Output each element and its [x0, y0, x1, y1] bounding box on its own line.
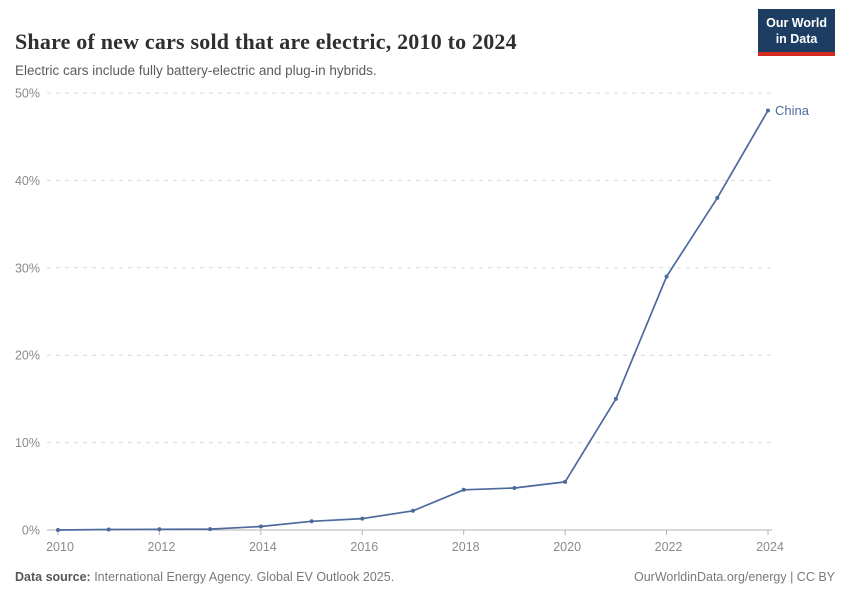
data-point-2020: [563, 479, 568, 484]
x-axis-label: 2010: [46, 540, 74, 554]
x-axis-label: 2014: [249, 540, 277, 554]
page-title: Share of new cars sold that are electric…: [15, 28, 517, 54]
chart-canvas: 0% 10% 20% 30% 40% 50% 2010 2012 2014 2016 2018 202…: [15, 87, 810, 555]
data-point-2012: [157, 527, 162, 532]
data-point-2015: [309, 519, 314, 524]
owid-credit-link[interactable]: OurWorldinData.org/energy | CC BY: [633, 570, 835, 584]
data-point-2021: [613, 396, 618, 401]
y-axis-label: 10%: [15, 436, 40, 450]
series-line-china: [57, 109, 769, 531]
y-axis-label: 50%: [15, 87, 40, 101]
series-end-label: China: [775, 103, 810, 118]
data-point-2010: [56, 528, 60, 532]
page-subtitle: Electric cars include fully battery-elec…: [15, 62, 377, 78]
owid-logo[interactable]: Our World in Data: [758, 9, 835, 56]
y-axis-label: 0%: [22, 524, 40, 538]
data-point-2022: [664, 274, 669, 279]
data-point-2023: [715, 195, 720, 200]
x-axis-label: 2016: [350, 540, 378, 554]
y-axis-label: 20%: [15, 349, 40, 363]
owid-logo-line2: in Data: [775, 32, 818, 47]
data-source-text: International Energy Agency. Global EV O…: [90, 570, 395, 584]
data-source-note: Data source: International Energy Agency…: [15, 570, 394, 584]
owid-logo-red-strip: [758, 51, 835, 56]
data-point-2013: [208, 527, 213, 532]
x-axis-label: 2020: [553, 540, 581, 554]
x-axis-label: 2018: [452, 540, 480, 554]
x-axis-label: 2022: [655, 540, 683, 554]
data-point-2014: [258, 524, 263, 529]
data-point-2018: [461, 487, 466, 492]
data-point-2017: [411, 508, 415, 513]
y-axis-label: 30%: [15, 261, 40, 275]
data-point-2019: [512, 486, 517, 490]
x-axis-label: 2012: [148, 540, 176, 554]
x-axis-label: 2024: [756, 540, 784, 554]
owid-logo-line1: Our World: [766, 16, 827, 30]
data-point-2011: [106, 527, 111, 532]
data-point-2016: [360, 516, 365, 521]
data-point-2024: [766, 108, 770, 113]
y-axis-label: 40%: [15, 174, 40, 188]
data-source-label: Data source:: [15, 570, 91, 584]
